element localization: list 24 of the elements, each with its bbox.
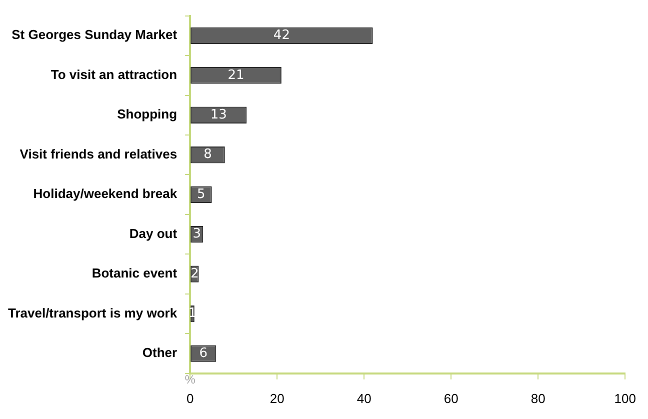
x-tick-label: 20 <box>270 390 284 406</box>
data-label: 13 <box>210 108 227 123</box>
y-tick-label: Travel/transport is my work <box>8 305 178 320</box>
data-label: 42 <box>273 28 290 44</box>
data-label: 6 <box>199 346 208 361</box>
y-tick-label: Other <box>142 345 178 360</box>
x-tick-label: 0 <box>186 390 194 406</box>
x-tick-label: 80 <box>530 390 546 406</box>
x-tick-label: 40 <box>356 390 372 406</box>
y-tick-label: Shopping <box>117 106 178 122</box>
data-label: 2 <box>190 266 199 282</box>
y-tick-label: To visit an attraction <box>50 66 178 82</box>
x-tick-label: 100 <box>614 390 636 406</box>
data-label: 21 <box>228 68 244 83</box>
y-tick-label: Botanic event <box>92 266 178 281</box>
y-tick-label: Day out <box>129 226 178 241</box>
data-label: 5 <box>197 186 206 202</box>
y-tick-label: Holiday/weekend break <box>33 186 178 202</box>
y-tick-label: St Georges Sunday Market <box>12 27 178 42</box>
x-axis-title: % <box>184 372 196 387</box>
data-label: 8 <box>204 147 212 162</box>
y-tick-label: Visit friends and relatives <box>20 146 178 162</box>
data-label: 3 <box>192 226 201 242</box>
x-tick-label: 60 <box>444 390 458 406</box>
